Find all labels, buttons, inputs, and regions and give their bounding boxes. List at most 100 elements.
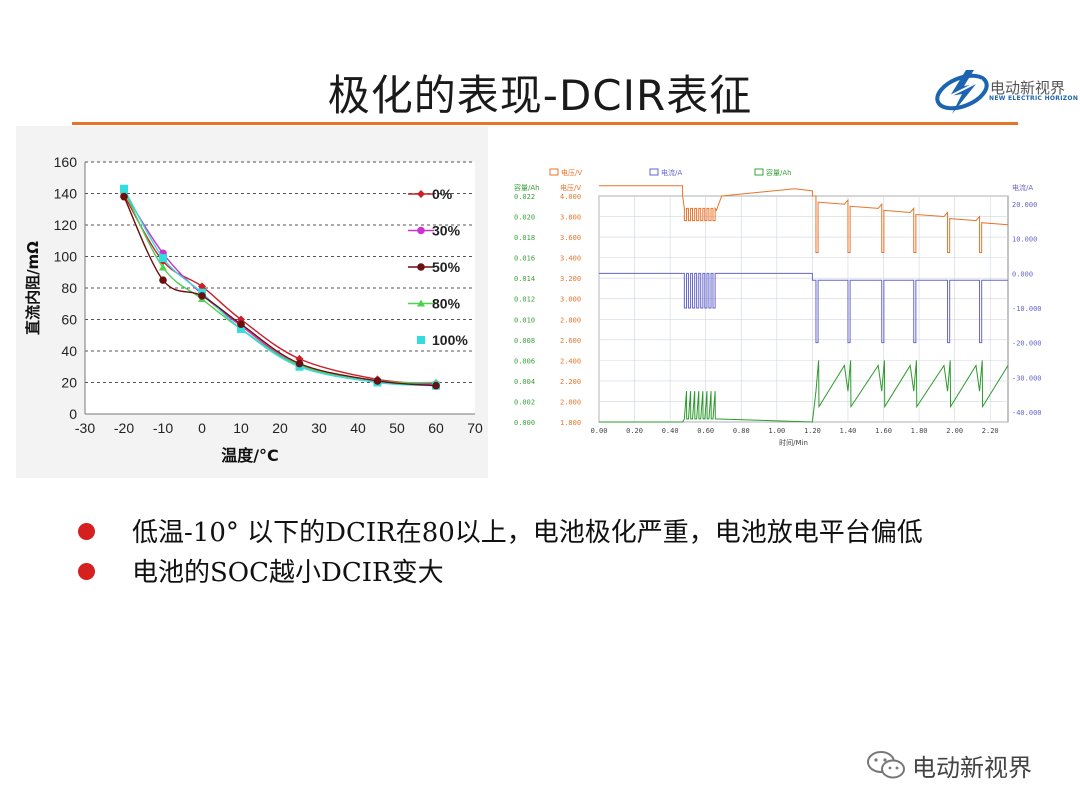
- capacity-tick-label: 0.012: [514, 296, 535, 304]
- x-tick-label: 1.00: [768, 427, 785, 435]
- y-tick-label: 120: [54, 217, 78, 233]
- legend-item: 0%: [408, 186, 453, 202]
- capacity-tick-label: 0.002: [514, 398, 535, 406]
- current-tick-label: 20.000: [1012, 201, 1037, 209]
- x-tick-label: 1.40: [840, 427, 857, 435]
- capacity-tick-label: 0.004: [514, 378, 535, 386]
- voltage-trace: [599, 185, 1009, 253]
- legend-label: 30%: [432, 223, 461, 239]
- wechat-icon: [867, 751, 905, 779]
- data-point: [417, 226, 425, 235]
- voltage-tick-label: 4.000: [560, 193, 581, 201]
- legend-label: 电压/V: [561, 168, 582, 177]
- x-axis-label: 时间/Min: [779, 438, 808, 447]
- legend-label: 0%: [432, 186, 453, 202]
- bullet-item: 电池的SOC越小DCIR变大: [76, 554, 1016, 592]
- current-axis-label: 电流/A: [1012, 183, 1033, 192]
- capacity-tick-label: 0.014: [514, 275, 535, 283]
- y-axis-label: 直流内阻/mΩ: [24, 241, 42, 335]
- y-tick-label: 100: [54, 249, 78, 265]
- bullet-dot-icon: [78, 563, 95, 580]
- data-point: [198, 292, 206, 300]
- x-tick-label: 2.00: [946, 427, 963, 435]
- voltage-tick-label: 3.400: [560, 255, 581, 263]
- y-tick-label: 80: [61, 280, 77, 296]
- data-point: [237, 324, 245, 333]
- voltage-tick-label: 2.800: [560, 316, 581, 324]
- x-tick-label: 2.20: [982, 427, 999, 435]
- legend-label: 100%: [432, 332, 468, 348]
- x-tick-label: 10: [233, 420, 249, 436]
- capacity-trace: [599, 360, 1009, 423]
- x-tick-label: 0.00: [591, 427, 608, 435]
- voltage-tick-label: 2.400: [560, 357, 581, 365]
- legend-item: 50%: [408, 259, 461, 275]
- x-axis-label: 温度/°C: [220, 446, 279, 465]
- y-tick-label: 20: [61, 375, 77, 391]
- capacity-tick-label: 0.020: [514, 214, 535, 222]
- brand-logo-icon: [935, 70, 989, 114]
- bullet-text: 电池的SOC越小DCIR变大: [132, 558, 444, 588]
- capacity-axis-label: 容量/Ah: [514, 183, 540, 192]
- x-tick-label: 0.20: [626, 427, 643, 435]
- capacity-tick-label: 0.000: [514, 419, 535, 427]
- voltage-tick-label: 1.800: [560, 419, 581, 427]
- capacity-tick-label: 0.022: [514, 193, 535, 201]
- x-tick-label: -20: [114, 420, 134, 436]
- y-tick-label: 60: [61, 312, 77, 328]
- voltage-tick-label: 3.800: [560, 214, 581, 222]
- x-tick-label: -10: [153, 420, 173, 436]
- footer-watermark-text: 电动新视界: [912, 754, 1032, 782]
- x-tick-label: 20: [272, 420, 288, 436]
- dcir-temperature-chart: 0 20 40 60 80 100 120 140 160 -30 -20 -10 0 10 20 30 40 5…: [24, 154, 483, 465]
- x-tick-label: 0.40: [662, 427, 679, 435]
- capacity-tick-label: 0.016: [514, 255, 535, 263]
- data-point: [417, 299, 425, 307]
- legend-item: 30%: [408, 223, 461, 239]
- current-tick-label: -10.000: [1012, 305, 1042, 313]
- plot-area: [598, 195, 1009, 423]
- x-tick-label: 40: [350, 420, 366, 436]
- legend-item: 80%: [408, 296, 461, 312]
- legend-swatch: [754, 168, 764, 176]
- x-tick-label: 0: [198, 420, 206, 436]
- voltage-tick-label: 2.600: [560, 337, 581, 345]
- voltage-tick-label: 2.200: [560, 378, 581, 386]
- x-tick-label: 0.80: [733, 427, 750, 435]
- y-tick-label: 140: [54, 186, 78, 202]
- legend-item: 电流/A: [649, 168, 682, 177]
- current-tick-label: 0.000: [1012, 270, 1033, 278]
- x-tick-label: 50: [389, 420, 405, 436]
- data-point: [120, 184, 128, 193]
- capacity-tick-label: 0.006: [514, 357, 535, 365]
- x-tick-label: 70: [467, 420, 483, 436]
- legend-item: 容量/Ah: [754, 168, 792, 177]
- bullet-text: 低温-10° 以下的DCIR在80以上，电池极化严重，电池放电平台偏低: [132, 518, 923, 548]
- x-tick-label: 30: [311, 420, 327, 436]
- pulse-test-chart: 0.00 0.20 0.40 0.60 0.80 1.00 1.20 1.40 1.60 1.80…: [514, 168, 1042, 447]
- legend-swatch: [549, 168, 559, 176]
- legend-swatch: [649, 168, 659, 176]
- x-tick-label: 60: [428, 420, 444, 436]
- legend-item: 电压/V: [549, 168, 582, 177]
- data-point: [417, 263, 425, 271]
- y-tick-label: 0: [69, 406, 77, 422]
- x-tick-label: 1.60: [875, 427, 892, 435]
- capacity-tick-label: 0.018: [514, 234, 535, 242]
- x-tick-label: -30: [75, 420, 95, 436]
- voltage-tick-label: 2.000: [560, 398, 581, 406]
- data-point: [120, 192, 128, 201]
- current-trace: [599, 272, 1008, 344]
- data-point: [159, 276, 167, 284]
- title-divider: [72, 122, 1018, 125]
- legend-label: 50%: [432, 259, 461, 275]
- current-tick-label: -20.000: [1012, 340, 1042, 348]
- data-point: [198, 282, 206, 291]
- voltage-tick-label: 3.600: [560, 234, 581, 242]
- current-tick-label: 10.000: [1012, 236, 1037, 244]
- slide-title: 极化的表现-DCIR表征: [327, 71, 753, 120]
- data-point: [432, 381, 440, 390]
- current-tick-label: -30.000: [1012, 374, 1042, 382]
- capacity-tick-label: 0.008: [514, 337, 535, 345]
- series-50pct: [120, 192, 440, 390]
